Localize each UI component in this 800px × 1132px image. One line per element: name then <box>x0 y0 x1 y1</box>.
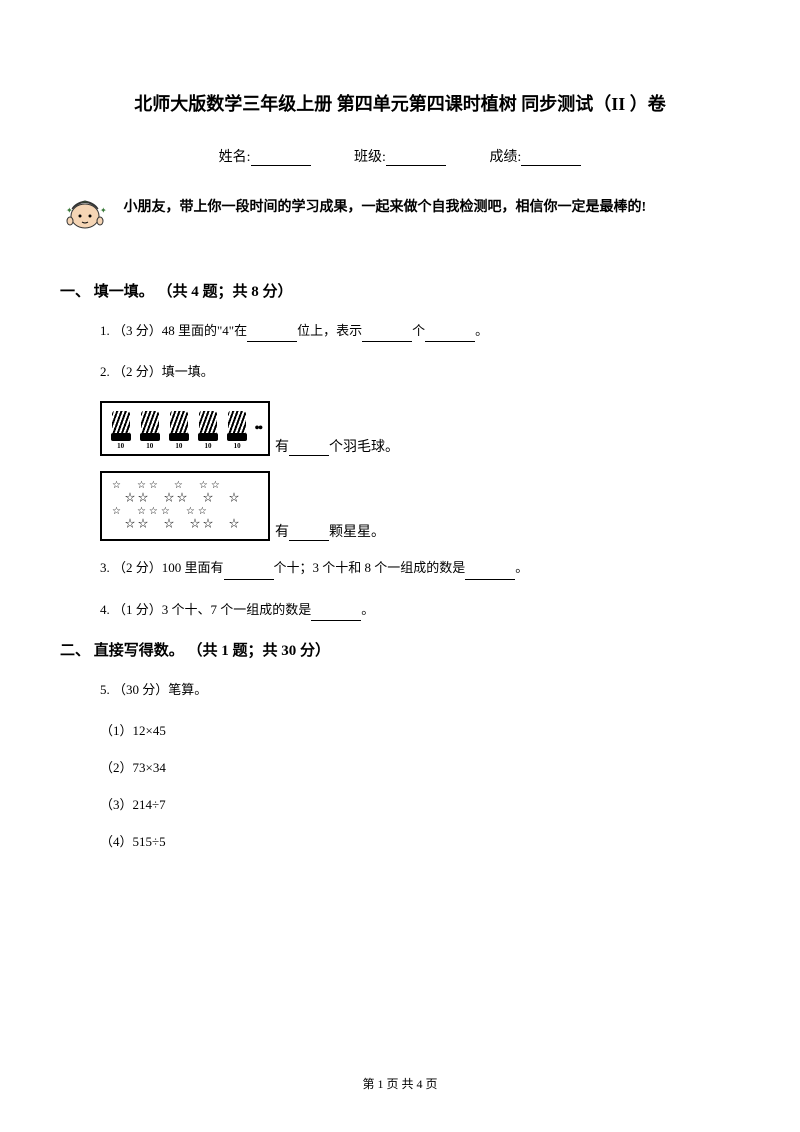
q4-text-2: 。 <box>361 602 374 617</box>
score-field: 成绩: <box>489 146 581 166</box>
q2-img2-text-1: 有 <box>275 521 289 541</box>
question-2: 2. （2 分）填一填。 <box>100 360 740 383</box>
section1-header: 一、 填一填。 （共 4 题；共 8 分） <box>60 280 740 301</box>
q1-text-4: 。 <box>475 323 488 338</box>
shuttle-label: 10 <box>109 442 133 450</box>
star-image: ☆ ☆☆ ☆ ☆☆ ☆☆ ☆☆ ☆ ☆ ☆ ☆☆☆ ☆☆ ☆☆ ☆ ☆☆ ☆ <box>100 471 270 541</box>
question-5-1: （1）12×45 <box>100 720 740 739</box>
name-field: 姓名: <box>219 146 311 166</box>
question-5-3: （3）214÷7 <box>100 794 740 813</box>
question-4: 4. （1 分）3 个十、7 个一组成的数是 。 <box>100 598 740 621</box>
q2-blank-1[interactable] <box>289 442 329 456</box>
name-label: 姓名: <box>219 150 251 165</box>
svg-text:✦: ✦ <box>100 206 107 215</box>
q3-text-3: 。 <box>515 560 528 575</box>
q2-blank-2[interactable] <box>289 527 329 541</box>
q1-text-1: 1. （3 分）48 里面的"4"在 <box>100 323 247 338</box>
class-field: 班级: <box>354 146 446 166</box>
question-5-2: （2）73×34 <box>100 757 740 776</box>
q1-blank-1[interactable] <box>247 328 297 342</box>
q1-text-2: 位上，表示 <box>297 323 362 338</box>
page-title: 北师大版数学三年级上册 第四单元第四课时植树 同步测试（II ）卷 <box>60 90 740 116</box>
name-blank[interactable] <box>251 152 311 166</box>
svg-text:✦: ✦ <box>66 206 73 215</box>
question-5: 5. （30 分）笔算。 <box>100 678 740 701</box>
question-1: 1. （3 分）48 里面的"4"在 位上，表示 个 。 <box>100 319 740 342</box>
shuttlecock-image: 10 10 10 10 10 •• <box>100 401 270 456</box>
q1-blank-3[interactable] <box>425 328 475 342</box>
shuttle-label: 10 <box>138 442 162 450</box>
q1-text-3: 个 <box>412 323 425 338</box>
q4-blank-1[interactable] <box>311 607 361 621</box>
q2-img2-text-2: 颗星星。 <box>329 521 385 541</box>
intro-section: ✦ ✦ 小朋友，带上你一段时间的学习成果，一起来做个自我检测吧，相信你一定是最棒… <box>60 191 740 255</box>
section2-header: 二、 直接写得数。 （共 1 题；共 30 分） <box>60 639 740 660</box>
mascot-icon: ✦ ✦ <box>60 191 110 255</box>
info-row: 姓名: 班级: 成绩: <box>60 146 740 166</box>
q2-img1-text-1: 有 <box>275 436 289 456</box>
q4-text-1: 4. （1 分）3 个十、7 个一组成的数是 <box>100 602 311 617</box>
q3-blank-1[interactable] <box>224 566 274 580</box>
extra-dots: •• <box>254 420 261 438</box>
q2-image-row-1: 10 10 10 10 10 •• 有 个羽毛球。 <box>100 401 740 456</box>
q2-img1-text-2: 个羽毛球。 <box>329 436 399 456</box>
shuttle-label: 10 <box>196 442 220 450</box>
q3-text-1: 3. （2 分）100 里面有 <box>100 560 224 575</box>
shuttle-label: 10 <box>225 442 249 450</box>
q1-blank-2[interactable] <box>362 328 412 342</box>
q3-text-2: 个十；3 个十和 8 个一组成的数是 <box>274 560 466 575</box>
class-blank[interactable] <box>386 152 446 166</box>
class-label: 班级: <box>354 150 386 165</box>
score-blank[interactable] <box>521 152 581 166</box>
page-footer: 第 1 页 共 4 页 <box>0 1075 800 1092</box>
shuttle-label: 10 <box>167 442 191 450</box>
question-5-4: （4）515÷5 <box>100 831 740 850</box>
question-3: 3. （2 分）100 里面有 个十；3 个十和 8 个一组成的数是 。 <box>100 556 740 579</box>
q2-image-row-2: ☆ ☆☆ ☆ ☆☆ ☆☆ ☆☆ ☆ ☆ ☆ ☆☆☆ ☆☆ ☆☆ ☆ ☆☆ ☆ 有… <box>100 471 740 541</box>
q3-blank-2[interactable] <box>465 566 515 580</box>
intro-text: 小朋友，带上你一段时间的学习成果，一起来做个自我检测吧，相信你一定是最棒的! <box>124 200 647 215</box>
score-label: 成绩: <box>489 150 521 165</box>
